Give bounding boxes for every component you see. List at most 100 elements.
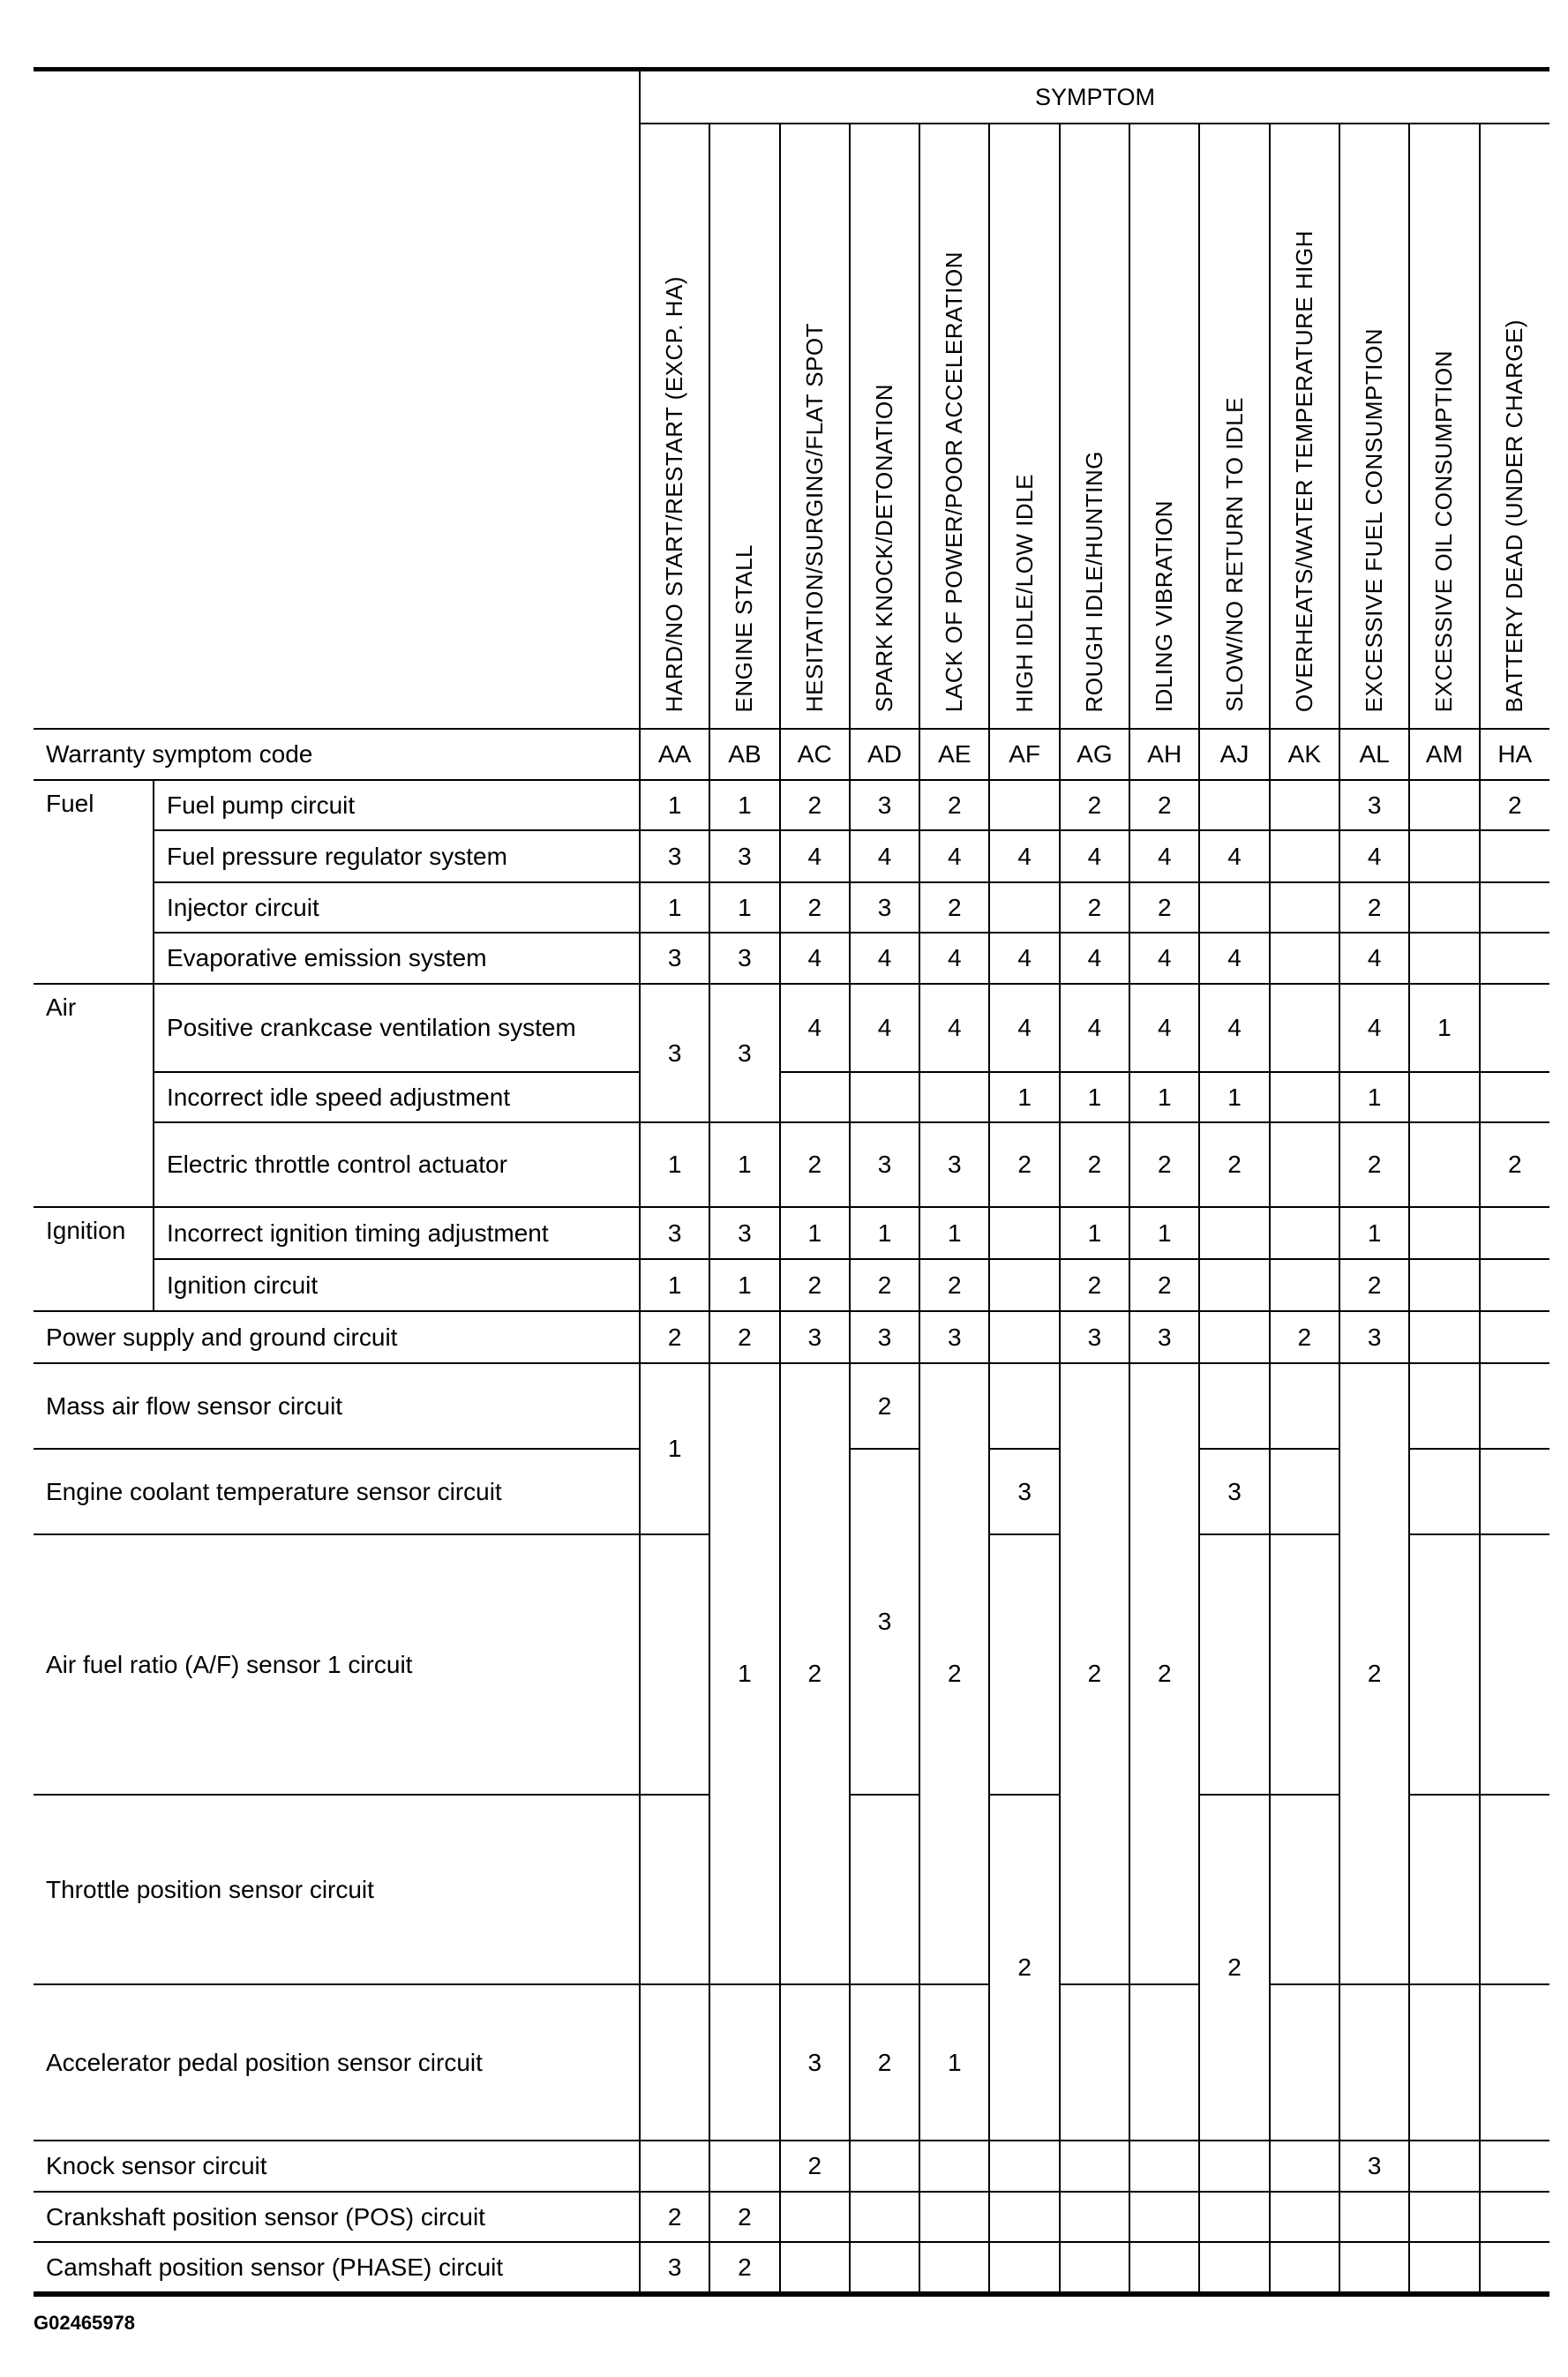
priority-cell	[1338, 2241, 1411, 2297]
priority-cell	[638, 2140, 711, 2193]
symptom-column-header: HARD/NO START/RESTART (EXCP. HA)	[638, 123, 711, 730]
priority-cell	[1478, 1794, 1549, 1985]
item-label: Knock sensor circuit	[34, 2140, 641, 2193]
priority-cell: 3	[709, 932, 781, 985]
priority-cell: 1	[1058, 1206, 1131, 1260]
symptom-column-header: HESITATION/SURGING/FLAT SPOT	[778, 123, 851, 730]
priority-cell: 2	[1338, 881, 1411, 934]
priority-cell	[1058, 2241, 1131, 2297]
priority-cell	[988, 2241, 1061, 2297]
priority-cell: 3	[848, 1121, 921, 1208]
item-label: Crankshaft position sensor (POS) circuit	[34, 2191, 641, 2243]
priority-cell	[1268, 2191, 1340, 2243]
priority-cell	[1478, 983, 1549, 1073]
symptom-name: SLOW/NO RETURN TO IDLE	[1220, 397, 1248, 712]
symptom-name: SPARK KNOCK/DETONATION	[871, 383, 898, 712]
priority-cell: 4	[919, 829, 991, 883]
priority-cell	[1408, 2191, 1481, 2243]
symptom-title: SYMPTOM	[1034, 84, 1155, 110]
priority-cell: 3	[709, 829, 781, 883]
priority-cell: 2	[1198, 1794, 1271, 2141]
symptom-column-header: BATTERY DEAD (UNDER CHARGE)	[1478, 123, 1549, 730]
priority-cell: 1	[709, 1121, 781, 1208]
priority-cell: 3	[638, 1206, 711, 1260]
priority-cell: 4	[1198, 932, 1271, 985]
priority-cell: 3	[1338, 779, 1411, 831]
priority-cell	[1129, 2191, 1201, 2243]
priority-cell: 2	[1058, 881, 1131, 934]
priority-cell	[1198, 1533, 1271, 1796]
priority-cell: 2	[709, 1310, 781, 1364]
symptom-column-header: ROUGH IDLE/HUNTING	[1058, 123, 1131, 730]
symptom-header-cell: BATTERY DEAD (UNDER CHARGE)	[1481, 124, 1549, 728]
priority-cell	[1198, 2191, 1271, 2243]
priority-cell: 2	[1338, 1258, 1411, 1312]
priority-cell: 3	[638, 932, 711, 985]
priority-cell: 4	[848, 983, 921, 1073]
warranty-code: AA	[638, 728, 711, 781]
table-row: Fuel Fuel pump circuit 1 1 2 3 2 2 2 3 2	[34, 779, 1549, 985]
priority-cell: 4	[778, 983, 851, 1073]
priority-cell: 1	[919, 1983, 991, 2141]
priority-cell	[988, 881, 1061, 934]
priority-cell	[988, 2140, 1061, 2193]
priority-cell	[1478, 1310, 1549, 1364]
symptom-name: BATTERY DEAD (UNDER CHARGE)	[1501, 319, 1528, 712]
priority-cell	[709, 2140, 781, 2193]
priority-cell: 2	[848, 1258, 921, 1312]
priority-cell	[1478, 2241, 1549, 2297]
priority-cell	[1198, 1362, 1271, 1450]
warranty-code: AG	[1058, 728, 1131, 781]
priority-cell: 1	[1338, 1071, 1411, 1123]
priority-cell: 3	[638, 983, 711, 1123]
priority-cell	[1198, 1258, 1271, 1312]
symptom-name: ROUGH IDLE/HUNTING	[1080, 450, 1107, 712]
priority-cell	[1198, 881, 1271, 934]
warranty-code: AB	[709, 728, 781, 781]
priority-cell	[1129, 2241, 1201, 2297]
table-row: Power supply and ground circuit 2 2 3 3 3 3 3 2 3	[34, 1310, 1549, 1364]
priority-cell: 2	[1058, 779, 1131, 831]
item-label: Evaporative emission system	[153, 932, 641, 985]
symptom-column-header: LACK OF POWER/POOR ACCELERATION	[919, 123, 991, 730]
symptom-header-cell: HARD/NO START/RESTART (EXCP. HA)	[641, 124, 709, 728]
priority-cell: 2	[848, 1983, 921, 2141]
priority-cell: 3	[778, 1983, 851, 2141]
priority-cell	[638, 1533, 711, 1796]
priority-cell	[1478, 1448, 1549, 1535]
priority-cell: 1	[638, 779, 711, 831]
priority-cell	[1268, 1071, 1340, 1123]
header-corner	[34, 67, 641, 730]
priority-cell: 1	[638, 881, 711, 934]
priority-cell: 4	[1338, 983, 1411, 1073]
symptom-header: SYMPTOM	[639, 67, 1549, 124]
figure-id: G02465978	[34, 2312, 135, 2334]
priority-cell: 1	[1198, 1071, 1271, 1123]
symptom-column-header: ENGINE STALL	[709, 123, 781, 730]
symptom-name: HESITATION/SURGING/FLAT SPOT	[800, 322, 828, 712]
priority-cell	[988, 779, 1061, 831]
warranty-code: AE	[919, 728, 991, 781]
priority-cell: 1	[988, 1071, 1061, 1123]
priority-cell: 3	[919, 1121, 991, 1208]
priority-cell	[638, 1794, 711, 1985]
priority-cell: 2	[1338, 1121, 1411, 1208]
priority-cell: 2	[919, 1258, 991, 1312]
symptom-column-header: OVERHEATS/WATER TEMPERATURE HIGH	[1268, 123, 1340, 730]
priority-cell	[1268, 1121, 1340, 1208]
symptom-column-header: EXCESSIVE FUEL CONSUMPTION	[1338, 123, 1411, 730]
priority-cell	[848, 1071, 921, 1123]
priority-cell: 2	[988, 1121, 1061, 1208]
priority-cell: 3	[988, 1448, 1061, 1535]
priority-cell: 3	[1338, 2140, 1411, 2193]
priority-cell	[1058, 2191, 1131, 2243]
priority-cell	[1268, 1362, 1340, 1450]
priority-cell: 4	[1338, 932, 1411, 985]
priority-cell	[988, 1533, 1061, 1796]
symptom-matrix-table: SYMPTOM HARD/NO START/RESTART (EXCP. HA) E…	[34, 67, 1549, 2297]
symptom-header-cell: OVERHEATS/WATER TEMPERATURE HIGH	[1271, 124, 1339, 728]
priority-cell	[919, 1071, 991, 1123]
priority-cell: 4	[848, 829, 921, 883]
symptom-header-cell: IDLING VIBRATION	[1130, 124, 1198, 728]
priority-cell: 2	[1058, 1258, 1131, 1312]
